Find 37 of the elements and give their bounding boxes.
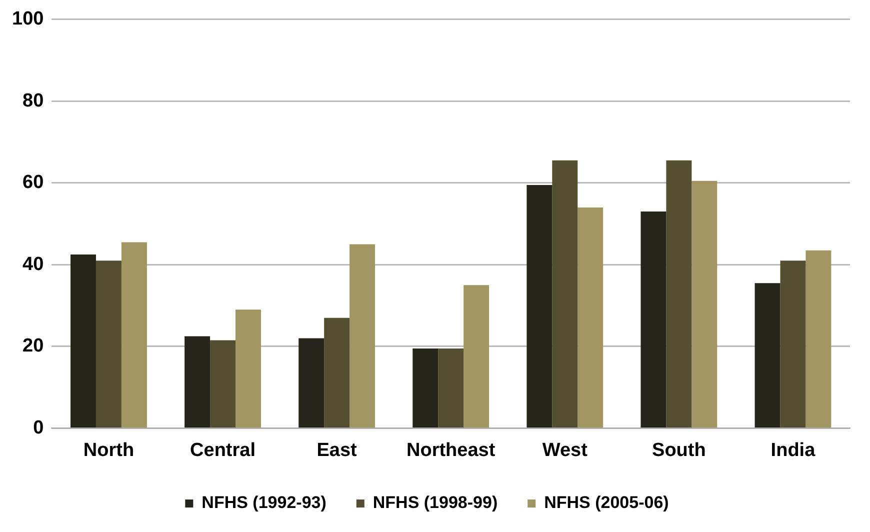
- x-tick-label: South: [652, 440, 706, 461]
- y-tick-label: 60: [22, 172, 44, 194]
- legend-label: NFHS (1998-99): [372, 493, 498, 512]
- bar: [780, 260, 806, 428]
- bar: [96, 260, 122, 428]
- legend-label: NFHS (1992-93): [202, 493, 326, 512]
- legend-label: NFHS (2005-06): [544, 493, 669, 512]
- bar: [692, 180, 718, 428]
- bar: [298, 338, 324, 428]
- bar: [121, 242, 147, 428]
- bar: [754, 283, 780, 428]
- y-tick-label: 100: [12, 8, 44, 30]
- x-tick-label: India: [770, 440, 816, 461]
- bar: [412, 348, 438, 428]
- y-tick-label: 20: [22, 336, 44, 357]
- bar: [552, 160, 578, 428]
- y-tick-label: 40: [22, 254, 44, 275]
- x-tick-label: East: [316, 440, 358, 461]
- x-tick-label: Central: [190, 440, 256, 461]
- x-tick-label: Northeast: [406, 440, 496, 461]
- bar: [578, 207, 604, 428]
- bar: [350, 244, 376, 428]
- y-tick-label: 0: [33, 417, 44, 438]
- bar: [210, 340, 236, 428]
- bar: [70, 254, 96, 428]
- bar: [640, 212, 666, 428]
- bar: [464, 285, 490, 428]
- x-tick-label: West: [542, 440, 588, 461]
- bar: [236, 310, 261, 428]
- bar: [184, 336, 210, 428]
- y-tick-label: 80: [22, 90, 44, 112]
- bar: [806, 250, 832, 428]
- bar: [526, 184, 552, 428]
- bar: [666, 160, 692, 428]
- bar: [438, 348, 464, 428]
- x-tick-label: North: [83, 440, 134, 461]
- bar: [324, 318, 350, 428]
